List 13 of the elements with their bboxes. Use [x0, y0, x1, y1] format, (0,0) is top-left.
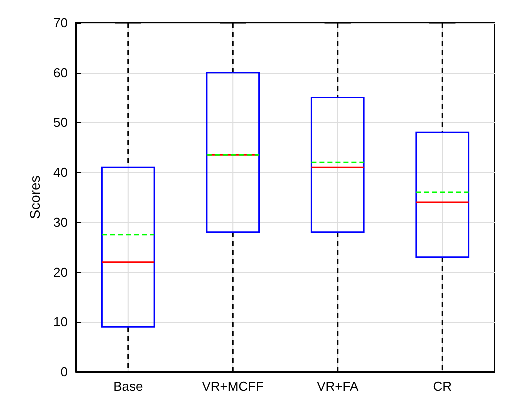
- y-tick-label: 50: [54, 115, 68, 130]
- y-tick-label: 40: [54, 165, 68, 180]
- y-tick-label: 20: [54, 264, 68, 280]
- y-tick-label: 30: [54, 214, 68, 230]
- y-tick-label: 0: [60, 364, 68, 380]
- y-tick-label: 10: [54, 314, 68, 330]
- x-tick-label: Base: [114, 379, 144, 394]
- y-tick-label: 60: [54, 65, 68, 80]
- x-tick-label: CR: [433, 379, 452, 394]
- y-tick-label: 70: [54, 16, 68, 30]
- x-tick-label: VR+FA: [317, 379, 359, 394]
- x-tick-label: VR+MCFF: [202, 379, 264, 394]
- y-axis-title: Scores: [27, 176, 43, 220]
